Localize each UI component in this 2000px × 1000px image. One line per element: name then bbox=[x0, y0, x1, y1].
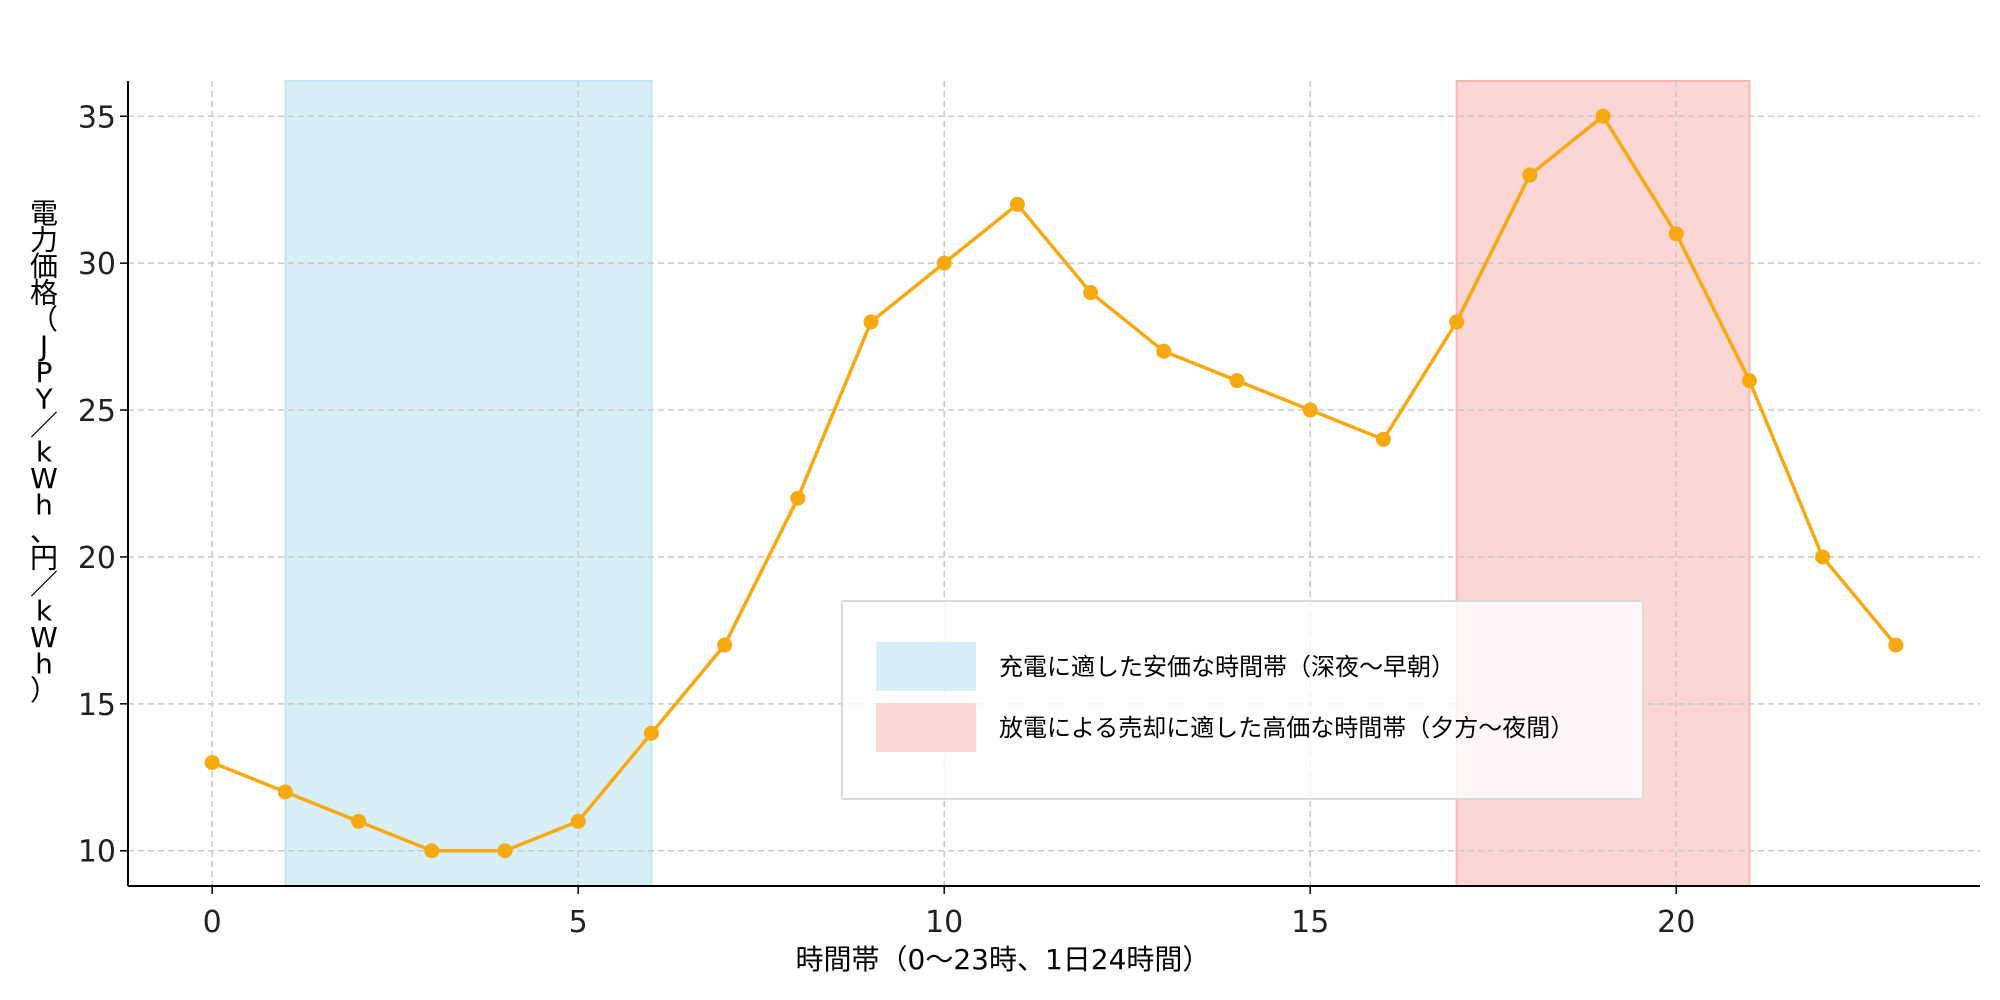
y-axis-title-char: k bbox=[36, 435, 53, 468]
data-point-17 bbox=[1449, 314, 1465, 330]
y-axis-title-char: ／ bbox=[30, 568, 58, 601]
data-point-21 bbox=[1741, 373, 1757, 389]
y-axis-title-char: J bbox=[38, 329, 48, 362]
data-point-8 bbox=[790, 490, 806, 506]
data-point-7 bbox=[717, 637, 733, 653]
data-point-0 bbox=[204, 755, 220, 771]
series-line-1 bbox=[211, 114, 1898, 853]
data-point-6 bbox=[643, 725, 659, 741]
x-tick-label-20: 20 bbox=[1657, 905, 1695, 940]
data-point-1 bbox=[277, 784, 293, 800]
x-tick-label-5: 5 bbox=[569, 905, 588, 940]
x-tick-label-10: 10 bbox=[925, 905, 963, 940]
data-point-2 bbox=[351, 813, 367, 829]
y-tick-label-30: 30 bbox=[78, 247, 116, 282]
y-axis-title-char: h bbox=[35, 488, 53, 521]
y-tick-label-35: 35 bbox=[78, 100, 116, 135]
y-axis-title-char: k bbox=[36, 594, 53, 627]
data-point-11 bbox=[1009, 196, 1025, 212]
data-point-18 bbox=[1522, 167, 1538, 183]
y-tick-label-25: 25 bbox=[78, 394, 116, 429]
y-axis-title-char: h bbox=[35, 647, 53, 680]
legend-box bbox=[841, 600, 1644, 800]
y-axis-title-char: 電 bbox=[30, 197, 58, 230]
shaded-region-1 bbox=[284, 80, 653, 887]
x-tick-label-15: 15 bbox=[1291, 905, 1329, 940]
data-point-20 bbox=[1668, 226, 1684, 242]
legend-swatch-1 bbox=[876, 642, 976, 691]
y-axis-title-char: 力 bbox=[30, 223, 58, 256]
data-point-15 bbox=[1302, 402, 1318, 418]
data-point-10 bbox=[936, 255, 952, 271]
data-point-12 bbox=[1083, 285, 1099, 301]
data-point-5 bbox=[570, 813, 586, 829]
y-axis-title-char: 価 bbox=[30, 250, 58, 283]
data-point-3 bbox=[424, 843, 440, 859]
y-axis-title-char: （ bbox=[30, 303, 58, 336]
data-point-4 bbox=[497, 843, 513, 859]
x-tick-label-0: 0 bbox=[203, 905, 222, 940]
legend-label-1: 充電に適した安価な時間帯（深夜〜早朝） bbox=[999, 653, 1455, 681]
data-point-9 bbox=[863, 314, 879, 330]
data-point-14 bbox=[1229, 373, 1245, 389]
data-point-22 bbox=[1815, 549, 1831, 565]
data-point-23 bbox=[1888, 637, 1904, 653]
legend: 充電に適した安価な時間帯（深夜〜早朝） 放電による売却に適した高価な時間帯（夕方〜… bbox=[841, 600, 1644, 800]
y-axis-title-char: 、 bbox=[30, 515, 58, 548]
y-axis-title-char: 円 bbox=[30, 541, 58, 574]
y-axis-title-char: W bbox=[30, 462, 58, 495]
y-tick-label-10: 10 bbox=[78, 835, 116, 870]
y-axis-title-char: 格 bbox=[30, 276, 58, 309]
y-axis-title-char: W bbox=[30, 621, 58, 654]
axes: 0 5 10 15 20 10 15 20 25 30 35 bbox=[78, 81, 1980, 940]
y-axis-title-char: P bbox=[36, 356, 53, 389]
data-point-19 bbox=[1595, 108, 1611, 124]
legend-swatch-2 bbox=[876, 703, 976, 752]
y-tick-label-20: 20 bbox=[78, 541, 116, 576]
data-point-16 bbox=[1375, 431, 1391, 447]
y-axis-title-char: ） bbox=[30, 674, 58, 707]
y-tick-label-15: 15 bbox=[78, 688, 116, 723]
series bbox=[204, 108, 1904, 859]
y-axis-title-char: Y bbox=[34, 382, 53, 415]
legend-label-2: 放電による売却に適した高価な時間帯（夕方〜夜間） bbox=[999, 714, 1574, 742]
x-axis-title: 時間帯（0〜23時、1日24時間） bbox=[796, 943, 1211, 976]
data-point-13 bbox=[1156, 343, 1172, 359]
y-axis-title-char: ／ bbox=[30, 409, 58, 442]
